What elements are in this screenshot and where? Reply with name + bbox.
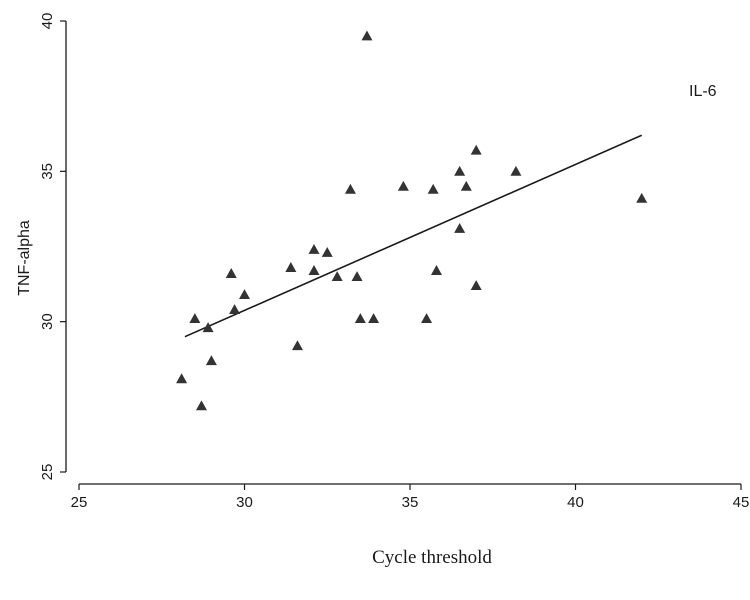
data-point <box>636 192 648 203</box>
data-point <box>176 373 188 384</box>
data-point <box>510 165 522 176</box>
x-tick-label: 45 <box>733 494 750 511</box>
data-point <box>308 265 320 275</box>
fit-line <box>184 134 643 338</box>
x-tick-label: 30 <box>236 494 253 511</box>
data-point <box>454 222 466 233</box>
data-point <box>195 400 207 411</box>
x-tick-label: 35 <box>402 494 419 511</box>
data-point <box>470 280 482 290</box>
x-axis-label: Cycle threshold <box>372 547 492 568</box>
data-point <box>397 180 409 191</box>
y-tick-label: 30 <box>39 313 56 330</box>
data-point <box>470 144 482 155</box>
data-point <box>321 247 333 257</box>
data-point <box>427 183 439 194</box>
data-point <box>460 180 472 191</box>
data-point <box>344 183 356 194</box>
data-point <box>229 304 241 315</box>
y-tick-label: 35 <box>39 163 56 180</box>
data-point <box>205 355 217 366</box>
data-point <box>430 265 442 275</box>
data-points <box>176 30 648 411</box>
x-tick-label: 25 <box>71 494 88 511</box>
data-point <box>454 165 466 176</box>
data-point <box>368 313 380 324</box>
data-point <box>189 313 201 324</box>
chart-annotation: IL-6 <box>689 83 717 100</box>
data-point <box>285 262 297 272</box>
data-point <box>361 30 373 41</box>
data-point <box>421 313 433 324</box>
x-tick-label: 40 <box>567 494 584 511</box>
data-point <box>351 271 363 281</box>
y-tick-label: 40 <box>39 13 56 30</box>
axes: 25 30 35 40 25 30 35 40 45 <box>39 13 749 511</box>
y-axis-label: TNF-alpha <box>16 220 33 296</box>
data-point <box>202 322 214 333</box>
data-point <box>225 268 237 278</box>
fit-line-group <box>184 134 643 338</box>
y-tick-label: 25 <box>39 464 56 481</box>
data-point <box>308 244 320 254</box>
data-point <box>291 340 303 351</box>
data-point <box>239 289 250 300</box>
data-point <box>331 271 343 281</box>
data-point <box>354 313 366 324</box>
